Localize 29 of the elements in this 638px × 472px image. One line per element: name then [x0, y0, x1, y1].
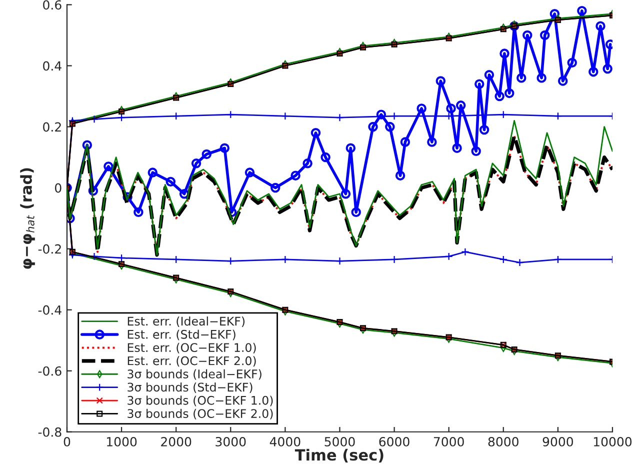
legend-label: 3σ bounds (Ideal−EKF) — [128, 369, 262, 380]
legend-label: 3σ bounds (OC−EKF 1.0) — [128, 396, 273, 406]
x-tick-label: 4000 — [270, 436, 300, 446]
y-tick-label: -0.4 — [38, 305, 62, 315]
x-tick-label: 10000 — [594, 436, 632, 446]
x-tick-label: 3000 — [216, 436, 246, 446]
legend-label: Est. err. (Std−EKF) — [128, 330, 236, 340]
y-tick-label: 0.4 — [43, 61, 62, 71]
legend-label: 3σ bounds (OC−EKF 2.0) — [128, 408, 273, 420]
y-tick-label: -0.6 — [38, 366, 62, 376]
x-tick-label: 6000 — [379, 436, 410, 446]
y-tick-label: 0.6 — [43, 0, 62, 10]
x-tick-label: 7000 — [434, 436, 464, 446]
x-tick-label: 8000 — [488, 436, 518, 446]
x-axis-title: Time (sec) — [294, 448, 384, 462]
x-tick-label: 1000 — [107, 436, 137, 446]
legend-label: Est. err. (Ideal−EKF) — [128, 316, 245, 328]
x-tick-label: 5000 — [324, 436, 355, 446]
x-tick-label: 2000 — [161, 436, 192, 446]
y-tick-label: -0.2 — [38, 244, 61, 254]
y-tick-label: 0.2 — [43, 122, 61, 132]
legend-label: Est. err. (OC−EKF 2.0) — [128, 356, 256, 367]
y-tick-label: -0.8 — [38, 427, 62, 437]
legend-label: Est. err. (OC−EKF 1.0) — [128, 342, 256, 354]
x-tick-label: 9000 — [542, 436, 574, 446]
y-tick-label: 0 — [55, 183, 62, 193]
x-tick-label: 0 — [64, 436, 70, 446]
y-axis-title: φ−φ$_{hat}$ (rad) — [20, 168, 35, 269]
legend-label: 3σ bounds (Std−EKF) — [128, 382, 252, 394]
